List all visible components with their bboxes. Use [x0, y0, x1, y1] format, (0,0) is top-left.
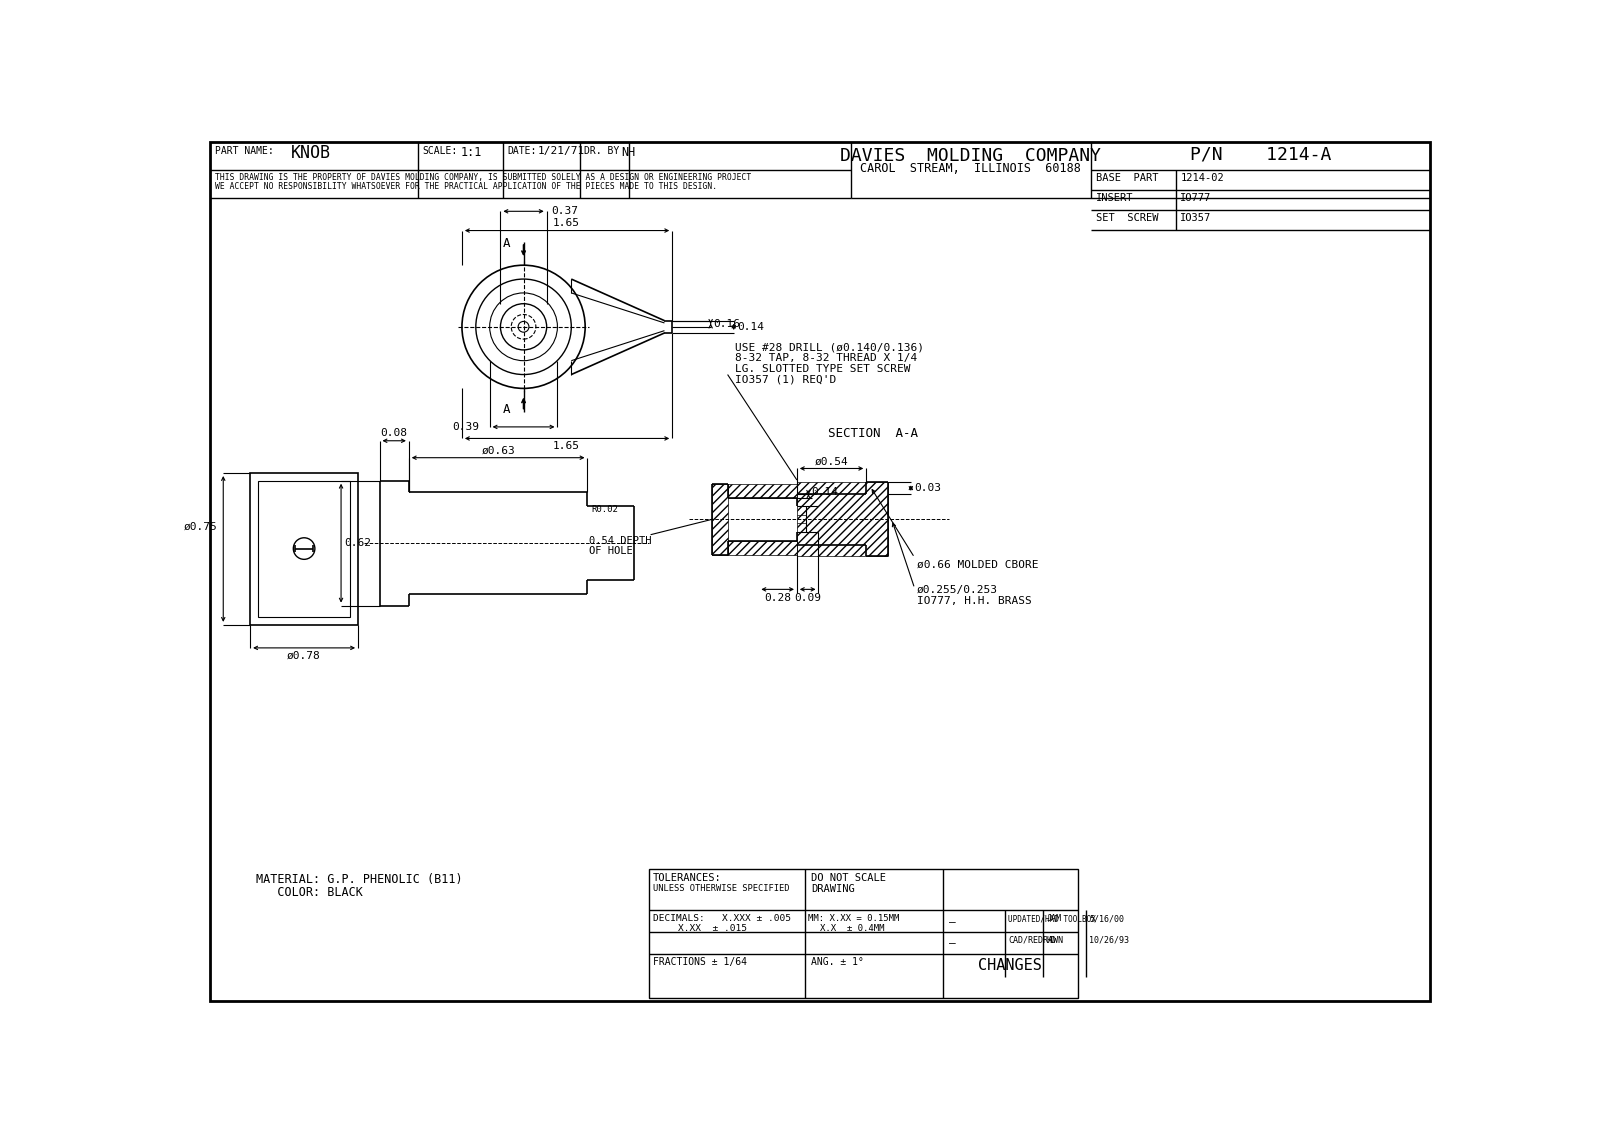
Text: 1.65: 1.65	[554, 218, 581, 229]
Text: 8-32 TAP, 8-32 THREAD X 1/4: 8-32 TAP, 8-32 THREAD X 1/4	[736, 353, 917, 363]
Bar	[712, 483, 728, 555]
Text: WE ACCEPT NO RESPONSIBILITY WHATSOEVER FOR THE PRACTICAL APPLICATION OF THE PIEC: WE ACCEPT NO RESPONSIBILITY WHATSOEVER F…	[214, 182, 717, 191]
Text: 0.03: 0.03	[914, 482, 941, 492]
Bar	[797, 482, 888, 556]
Text: ø0.66 MOLDED CBORE: ø0.66 MOLDED CBORE	[917, 559, 1038, 569]
Text: BASE  PART: BASE PART	[1096, 173, 1158, 182]
Bar	[728, 483, 797, 498]
Text: IO357: IO357	[1181, 213, 1211, 223]
Text: DRAWING: DRAWING	[811, 884, 854, 894]
Text: SET  SCREW: SET SCREW	[1096, 213, 1158, 223]
Text: ø0.255/0.253: ø0.255/0.253	[917, 585, 998, 594]
Text: MATERIAL: G.P. PHENOLIC (B11): MATERIAL: G.P. PHENOLIC (B11)	[256, 874, 462, 886]
Text: 0.08: 0.08	[381, 428, 408, 438]
Text: 0.62: 0.62	[344, 538, 371, 548]
Text: P/N    1214-A: P/N 1214-A	[1190, 146, 1331, 164]
Text: 10/26/93: 10/26/93	[1090, 936, 1130, 945]
Text: NH: NH	[621, 146, 635, 158]
Text: DECIMALS:   X.XXX ± .005: DECIMALS: X.XXX ± .005	[653, 915, 790, 924]
Text: CAROL  STREAM,  ILLINOIS  60188: CAROL STREAM, ILLINOIS 60188	[861, 162, 1082, 175]
Text: 0.09: 0.09	[794, 593, 821, 603]
Text: X.X  ± 0.4MM: X.X ± 0.4MM	[819, 925, 885, 933]
Text: DR. BY: DR. BY	[584, 146, 619, 156]
Text: CAD/REDRAWN: CAD/REDRAWN	[1008, 936, 1062, 945]
Text: CHANGES: CHANGES	[978, 958, 1042, 974]
Text: 0.39: 0.39	[453, 422, 480, 432]
Text: IO777, H.H. BRASS: IO777, H.H. BRASS	[917, 597, 1032, 607]
Text: 1:1: 1:1	[461, 146, 482, 158]
Text: HD: HD	[1046, 936, 1056, 945]
Text: A: A	[502, 403, 510, 417]
Text: MM: X.XX = 0.15MM: MM: X.XX = 0.15MM	[808, 915, 899, 924]
Text: 0.28: 0.28	[765, 593, 790, 603]
Text: OF HOLE: OF HOLE	[589, 547, 632, 556]
Text: JAM: JAM	[1046, 915, 1061, 924]
Text: UNLESS OTHERWISE SPECIFIED: UNLESS OTHERWISE SPECIFIED	[653, 884, 789, 893]
Text: 1.65: 1.65	[554, 440, 581, 451]
Bar	[650, 869, 1078, 998]
Bar	[728, 541, 797, 555]
Text: –: –	[949, 938, 957, 949]
Bar	[250, 473, 358, 625]
Text: ø0.54: ø0.54	[814, 456, 848, 466]
Text: 5/16/00: 5/16/00	[1090, 915, 1125, 924]
Text: COLOR: BLACK: COLOR: BLACK	[256, 886, 363, 899]
Text: 1/21/71: 1/21/71	[538, 146, 586, 156]
Text: LG. SLOTTED TYPE SET SCREW: LG. SLOTTED TYPE SET SCREW	[736, 363, 910, 374]
Text: 0.14: 0.14	[738, 321, 763, 332]
Text: SCALE:: SCALE:	[422, 146, 458, 156]
Text: A: A	[502, 237, 510, 250]
Text: R0.02: R0.02	[592, 505, 618, 514]
Text: FRACTIONS ± 1/64: FRACTIONS ± 1/64	[653, 958, 747, 968]
Text: 0.14: 0.14	[811, 487, 838, 497]
Text: ø0.63: ø0.63	[482, 445, 515, 455]
Bar	[258, 481, 350, 617]
Text: PART NAME:: PART NAME:	[214, 146, 274, 156]
Text: USE #28 DRILL (ø0.140/0.136): USE #28 DRILL (ø0.140/0.136)	[736, 342, 925, 352]
Text: ø0.78: ø0.78	[288, 651, 322, 661]
Text: DATE:: DATE:	[507, 146, 536, 156]
Text: X.XX  ± .015: X.XX ± .015	[678, 925, 747, 933]
Text: 0.37: 0.37	[552, 206, 578, 216]
Text: DO NOT SCALE: DO NOT SCALE	[811, 873, 886, 883]
Text: THIS DRAWING IS THE PROPERTY OF DAVIES MOLDING COMPANY, IS SUBMITTED SOLELY AS A: THIS DRAWING IS THE PROPERTY OF DAVIES M…	[214, 173, 750, 182]
Text: ø0.75: ø0.75	[184, 522, 218, 532]
Text: INSERT: INSERT	[1096, 192, 1133, 203]
Text: SECTION  A-A: SECTION A-A	[827, 427, 918, 440]
Text: 1214-02: 1214-02	[1181, 173, 1224, 182]
Text: IO777: IO777	[1181, 192, 1211, 203]
Text: KNOB: KNOB	[291, 144, 331, 162]
Text: UPDATED/HAD TOOLBOX: UPDATED/HAD TOOLBOX	[1008, 915, 1096, 924]
Text: DAVIES  MOLDING  COMPANY: DAVIES MOLDING COMPANY	[840, 147, 1101, 164]
Text: –: –	[949, 917, 957, 927]
Text: 0.54 DEPTH: 0.54 DEPTH	[589, 537, 651, 547]
Text: ANG. ± 1°: ANG. ± 1°	[811, 958, 864, 968]
Text: IO357 (1) REQ'D: IO357 (1) REQ'D	[736, 375, 837, 385]
Text: 0.16: 0.16	[714, 319, 741, 328]
Text: TOLERANCES:: TOLERANCES:	[653, 873, 722, 883]
